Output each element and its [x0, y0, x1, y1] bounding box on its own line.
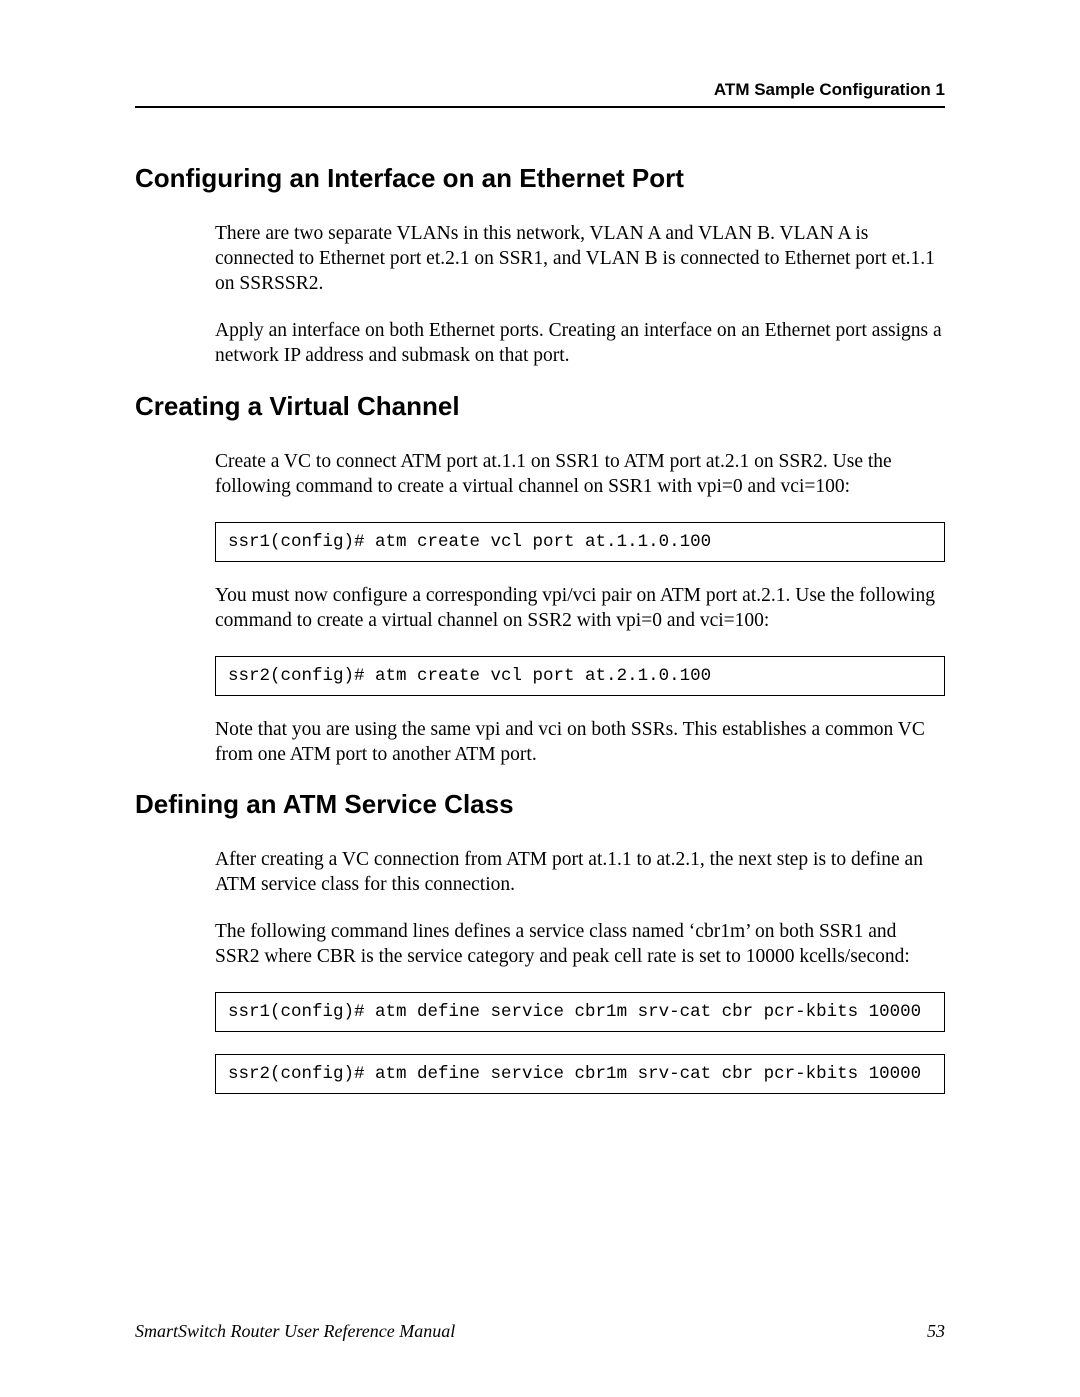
- header-rule: [135, 106, 945, 108]
- page: ATM Sample Configuration 1 Configuring a…: [0, 0, 1080, 1397]
- paragraph: After creating a VC connection from ATM …: [215, 848, 945, 898]
- paragraph: You must now configure a corresponding v…: [215, 584, 945, 634]
- code-block: ssr1(config)# atm create vcl port at.1.1…: [215, 522, 945, 562]
- section-heading-virtual-channel: Creating a Virtual Channel: [135, 391, 945, 422]
- page-number: 53: [927, 1321, 945, 1342]
- code-block: ssr2(config)# atm create vcl port at.2.1…: [215, 656, 945, 696]
- paragraph: Note that you are using the same vpi and…: [215, 718, 945, 768]
- section-heading-service-class: Defining an ATM Service Class: [135, 789, 945, 820]
- code-block: ssr2(config)# atm define service cbr1m s…: [215, 1054, 945, 1094]
- section-body-virtual-channel: Create a VC to connect ATM port at.1.1 o…: [215, 450, 945, 768]
- manual-title: SmartSwitch Router User Reference Manual: [135, 1321, 455, 1342]
- paragraph: There are two separate VLANs in this net…: [215, 222, 945, 297]
- section-heading-ethernet: Configuring an Interface on an Ethernet …: [135, 163, 945, 194]
- paragraph: Apply an interface on both Ethernet port…: [215, 319, 945, 369]
- paragraph: Create a VC to connect ATM port at.1.1 o…: [215, 450, 945, 500]
- running-head: ATM Sample Configuration 1: [135, 80, 945, 106]
- section-body-ethernet: There are two separate VLANs in this net…: [215, 222, 945, 369]
- code-block: ssr1(config)# atm define service cbr1m s…: [215, 992, 945, 1032]
- section-body-service-class: After creating a VC connection from ATM …: [215, 848, 945, 1094]
- paragraph: The following command lines defines a se…: [215, 920, 945, 970]
- page-footer: SmartSwitch Router User Reference Manual…: [135, 1321, 945, 1342]
